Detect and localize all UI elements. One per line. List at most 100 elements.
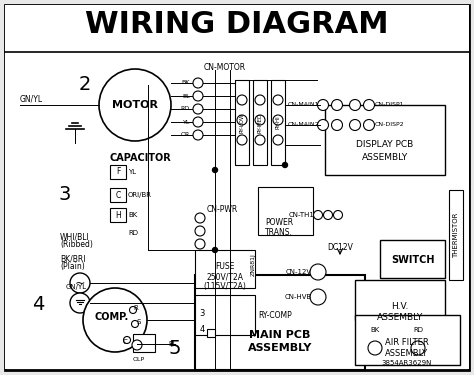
Text: ASSEMBLY: ASSEMBLY bbox=[377, 313, 423, 322]
Text: RD: RD bbox=[181, 106, 190, 111]
Text: BK/BRI: BK/BRI bbox=[60, 255, 85, 264]
Text: DC12V: DC12V bbox=[327, 243, 353, 252]
Bar bbox=[355, 280, 445, 320]
Circle shape bbox=[310, 264, 326, 280]
Text: GN/YL: GN/YL bbox=[66, 284, 87, 290]
Text: CAPACITOR: CAPACITOR bbox=[110, 153, 172, 163]
Text: RD: RD bbox=[128, 230, 138, 236]
Text: 4: 4 bbox=[200, 326, 205, 334]
Circle shape bbox=[237, 95, 247, 105]
Bar bbox=[449, 190, 463, 280]
Circle shape bbox=[237, 115, 247, 125]
Circle shape bbox=[193, 117, 203, 127]
Text: MAIN PCB: MAIN PCB bbox=[249, 330, 310, 340]
Text: 250V/T2A: 250V/T2A bbox=[207, 272, 244, 281]
Text: CN-MAIN1: CN-MAIN1 bbox=[288, 102, 319, 108]
Text: CN-PWR: CN-PWR bbox=[207, 206, 238, 214]
Text: TRANS.: TRANS. bbox=[265, 228, 293, 237]
Circle shape bbox=[83, 288, 147, 352]
Text: F: F bbox=[116, 168, 120, 177]
Bar bbox=[258, 187, 313, 235]
Circle shape bbox=[195, 239, 205, 249]
Text: SWITCH: SWITCH bbox=[391, 255, 435, 265]
Circle shape bbox=[411, 341, 425, 355]
Text: ZNR81J: ZNR81J bbox=[250, 254, 255, 276]
Circle shape bbox=[193, 130, 203, 140]
Text: 4: 4 bbox=[32, 295, 44, 314]
Text: CN-DISP2: CN-DISP2 bbox=[375, 123, 405, 128]
Text: GN/YL: GN/YL bbox=[20, 94, 43, 103]
Circle shape bbox=[70, 273, 90, 293]
Circle shape bbox=[129, 306, 137, 314]
Circle shape bbox=[255, 95, 265, 105]
Bar bbox=[195, 275, 365, 370]
Bar bbox=[355, 315, 460, 365]
Text: OR: OR bbox=[181, 132, 190, 138]
Circle shape bbox=[212, 168, 218, 172]
Text: (Plain): (Plain) bbox=[60, 262, 85, 272]
Text: ASSEMBLY: ASSEMBLY bbox=[385, 349, 428, 358]
Text: OLP: OLP bbox=[133, 357, 145, 362]
Text: S: S bbox=[137, 319, 141, 325]
Text: ~: ~ bbox=[75, 276, 85, 290]
Circle shape bbox=[132, 340, 142, 350]
Text: H.V.: H.V. bbox=[392, 302, 409, 311]
Text: ORI/BR: ORI/BR bbox=[128, 192, 152, 198]
Text: THERMISTOR: THERMISTOR bbox=[453, 212, 459, 258]
Text: BL: BL bbox=[168, 341, 177, 347]
Bar bbox=[253, 80, 267, 165]
Circle shape bbox=[364, 99, 374, 111]
Circle shape bbox=[313, 210, 322, 219]
Bar bbox=[110, 165, 126, 179]
Circle shape bbox=[255, 135, 265, 145]
Text: POWER: POWER bbox=[265, 218, 293, 227]
Circle shape bbox=[273, 115, 283, 125]
Text: RY-LOW: RY-LOW bbox=[239, 112, 245, 133]
Text: YL: YL bbox=[182, 120, 190, 124]
Text: BK: BK bbox=[128, 212, 137, 218]
Text: RY-MED: RY-MED bbox=[257, 112, 263, 133]
Circle shape bbox=[349, 120, 361, 130]
Text: FUSE: FUSE bbox=[215, 262, 235, 271]
Text: CN-TH1: CN-TH1 bbox=[289, 212, 315, 218]
Text: ASSEMBLY: ASSEMBLY bbox=[362, 153, 408, 162]
Bar bbox=[5, 52, 469, 369]
Text: 2: 2 bbox=[79, 75, 91, 94]
Bar bbox=[235, 80, 249, 165]
Text: CN-HVB: CN-HVB bbox=[285, 294, 312, 300]
Text: RY-COMP: RY-COMP bbox=[258, 310, 292, 320]
Circle shape bbox=[212, 248, 218, 252]
Text: RD: RD bbox=[413, 327, 423, 333]
Bar bbox=[195, 295, 255, 335]
Circle shape bbox=[99, 69, 171, 141]
Circle shape bbox=[318, 120, 328, 130]
Circle shape bbox=[349, 99, 361, 111]
Circle shape bbox=[368, 341, 382, 355]
Text: 3: 3 bbox=[59, 185, 71, 204]
Text: DISPLAY PCB: DISPLAY PCB bbox=[356, 140, 414, 149]
Circle shape bbox=[193, 78, 203, 88]
Text: CN-MAIN2: CN-MAIN2 bbox=[287, 123, 319, 128]
Text: RY-HI: RY-HI bbox=[275, 116, 281, 129]
Circle shape bbox=[195, 226, 205, 236]
Bar bbox=[207, 329, 215, 337]
Text: 3854AR3629N: 3854AR3629N bbox=[382, 360, 432, 366]
Text: BK: BK bbox=[370, 327, 380, 333]
Circle shape bbox=[318, 99, 328, 111]
Text: MOTOR: MOTOR bbox=[112, 100, 158, 110]
Text: COMP.: COMP. bbox=[95, 312, 129, 322]
Text: ASSEMBLY: ASSEMBLY bbox=[248, 343, 312, 353]
Text: BL: BL bbox=[182, 93, 190, 99]
Circle shape bbox=[364, 120, 374, 130]
Text: 3: 3 bbox=[199, 309, 205, 318]
Text: (Ribbed): (Ribbed) bbox=[60, 240, 93, 249]
Circle shape bbox=[255, 115, 265, 125]
Circle shape bbox=[331, 120, 343, 130]
Circle shape bbox=[273, 95, 283, 105]
Circle shape bbox=[193, 91, 203, 101]
Circle shape bbox=[193, 104, 203, 114]
Text: R: R bbox=[133, 305, 138, 311]
Text: (115V/T2A): (115V/T2A) bbox=[203, 282, 246, 291]
Circle shape bbox=[70, 293, 90, 313]
Text: C: C bbox=[115, 190, 120, 200]
